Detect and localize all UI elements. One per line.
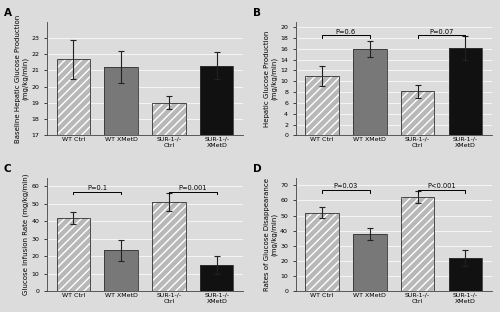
Bar: [401, 91, 434, 135]
Bar: [448, 48, 482, 135]
Bar: [448, 48, 482, 135]
Text: P<0.001: P<0.001: [427, 183, 456, 189]
Text: P=0.1: P=0.1: [88, 185, 108, 191]
Bar: [104, 250, 138, 291]
Text: B: B: [252, 8, 260, 18]
Bar: [56, 59, 90, 312]
Bar: [56, 218, 90, 291]
Bar: [200, 66, 234, 312]
Text: P=0.07: P=0.07: [430, 29, 454, 35]
Bar: [306, 212, 338, 291]
Text: P=0.001: P=0.001: [178, 185, 207, 191]
Bar: [353, 234, 386, 291]
Bar: [152, 103, 186, 312]
Bar: [353, 49, 386, 135]
Text: P=0.03: P=0.03: [334, 183, 358, 189]
Bar: [306, 212, 338, 291]
Bar: [152, 103, 186, 312]
Bar: [104, 250, 138, 291]
Y-axis label: Rates of Glucose Disappearance
(mg/kg/min): Rates of Glucose Disappearance (mg/kg/mi…: [264, 178, 278, 291]
Bar: [306, 76, 338, 135]
Bar: [353, 234, 386, 291]
Bar: [152, 202, 186, 291]
Bar: [152, 202, 186, 291]
Text: P=0.6: P=0.6: [336, 29, 356, 35]
Bar: [200, 265, 234, 291]
Bar: [306, 76, 338, 135]
Bar: [401, 197, 434, 291]
Text: D: D: [252, 164, 261, 174]
Bar: [56, 218, 90, 291]
Text: A: A: [4, 8, 12, 18]
Bar: [56, 59, 90, 312]
Y-axis label: Glucose Infusion Rate (mg/kg/min): Glucose Infusion Rate (mg/kg/min): [22, 174, 29, 295]
Bar: [401, 91, 434, 135]
Bar: [448, 258, 482, 291]
Bar: [448, 258, 482, 291]
Y-axis label: Baseline Hepatic Glucose Production
(mg/kg/min): Baseline Hepatic Glucose Production (mg/…: [15, 14, 28, 143]
Bar: [104, 67, 138, 312]
Text: C: C: [4, 164, 12, 174]
Bar: [353, 49, 386, 135]
Bar: [104, 67, 138, 312]
Y-axis label: Hepatic Glucose Production
(mg/kg/min): Hepatic Glucose Production (mg/kg/min): [264, 30, 278, 127]
Bar: [200, 66, 234, 312]
Bar: [200, 265, 234, 291]
Bar: [401, 197, 434, 291]
